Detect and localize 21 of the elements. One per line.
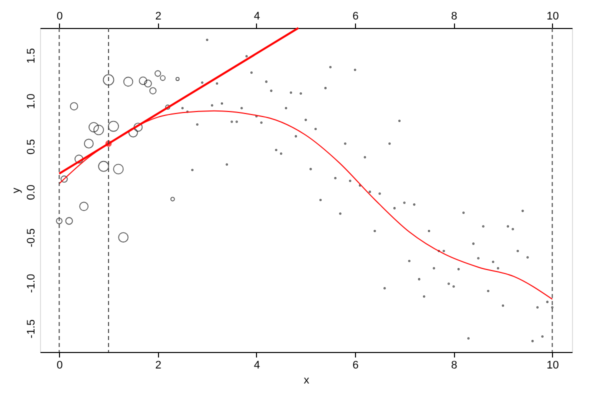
x2-tick-label: 0	[56, 360, 63, 372]
x2-tick-label: 4	[254, 360, 260, 372]
x2-tick-label: 10	[546, 360, 559, 372]
x2-tick-label: 8	[451, 360, 458, 372]
y-tick-label: 0.0	[26, 184, 38, 200]
y-tick-label: -1.5	[26, 319, 38, 338]
x-tick-label: 2	[155, 10, 162, 22]
x-tick-label: 6	[352, 10, 359, 22]
y-axis-title: y	[10, 187, 22, 194]
x2-tick-label: 6	[352, 360, 359, 372]
y-tick-label: 1.5	[26, 48, 38, 64]
x-tick-label: 4	[254, 10, 260, 22]
x-tick-label: 0	[56, 10, 63, 22]
y-tick-label: -1.0	[26, 274, 38, 293]
x-tick-label: 8	[451, 10, 458, 22]
x-axis-title: x	[304, 374, 310, 386]
y-tick-label: -0.5	[26, 228, 38, 248]
x-tick-label: 10	[546, 10, 559, 22]
x2-tick-label: 2	[155, 360, 162, 372]
y-tick-label: 1.0	[26, 94, 38, 109]
y-tick-label: 0.5	[26, 139, 38, 154]
